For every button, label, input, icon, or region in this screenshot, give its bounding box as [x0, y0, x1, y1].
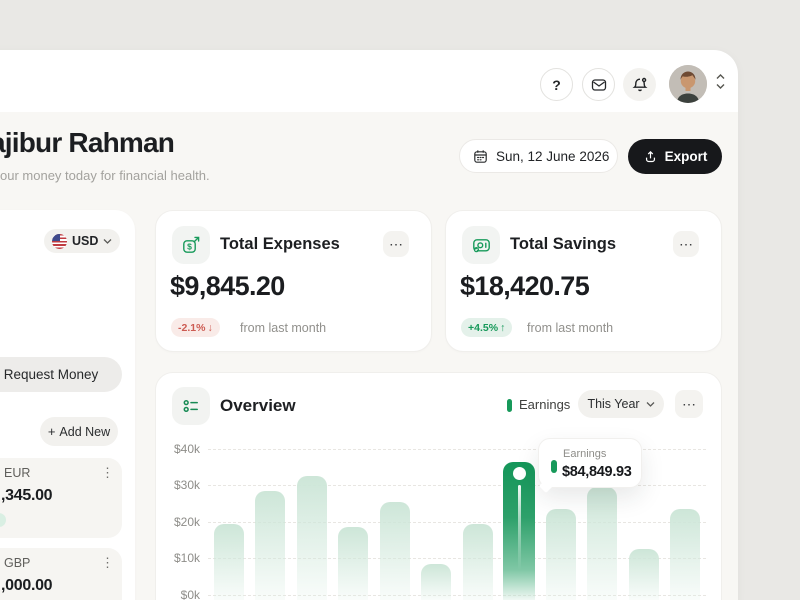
- change-value: -2.1%: [178, 321, 206, 334]
- y-axis-tick: $20k: [173, 515, 200, 529]
- date-label: Sun, 12 June 2026: [496, 148, 610, 164]
- gridline: [208, 449, 706, 450]
- y-axis-tick: $10k: [173, 551, 200, 565]
- question-circle-icon: ?: [552, 76, 561, 93]
- card-menu-button[interactable]: ⋯: [673, 231, 699, 257]
- arrow-up-icon: ↑: [500, 321, 506, 334]
- mail-icon: [591, 77, 607, 93]
- wallet-check-icon: [462, 226, 500, 264]
- currency-code: USD: [72, 234, 99, 248]
- chevron-down-icon: [716, 84, 725, 89]
- gridline: [208, 522, 706, 523]
- account-amount: ,345.00: [1, 487, 53, 504]
- calendar-icon: [473, 149, 488, 164]
- overview-menu-button[interactable]: ⋯: [675, 390, 703, 418]
- chart-bar[interactable]: [462, 523, 493, 600]
- export-arrow-icon: [643, 149, 658, 164]
- plus-icon: +: [47, 424, 56, 439]
- chevron-down-icon: [103, 239, 112, 244]
- mail-button[interactable]: [582, 68, 615, 101]
- account-card-eur[interactable]: [0, 458, 122, 538]
- notifications-button[interactable]: [623, 68, 656, 101]
- date-picker-button[interactable]: Sun, 12 June 2026: [459, 139, 618, 173]
- period-selector[interactable]: This Year: [578, 390, 664, 418]
- account-amount: ,000.00: [1, 577, 53, 594]
- chart-bar[interactable]: [421, 563, 452, 600]
- legend-color-bar: [507, 399, 512, 412]
- stat-amount: $9,845.20: [170, 271, 285, 301]
- change-value: +4.5%: [468, 321, 499, 334]
- profile-caret[interactable]: [716, 74, 725, 89]
- export-label: Export: [664, 149, 708, 164]
- stat-title: Total Savings: [510, 235, 617, 253]
- request-money-label: Request Money: [3, 367, 99, 382]
- account-menu-button[interactable]: ⋮: [101, 465, 114, 480]
- stat-note: from last month: [527, 321, 614, 335]
- period-label: This Year: [587, 397, 640, 411]
- change-badge: +4.5% ↑: [461, 318, 513, 337]
- svg-text:$: $: [187, 242, 192, 252]
- money-send-icon: $: [172, 226, 210, 264]
- export-button[interactable]: Export: [628, 139, 722, 174]
- account-card-gbp[interactable]: [0, 548, 122, 600]
- legend-label: Earnings: [519, 397, 571, 412]
- tooltip-label: Earnings: [563, 448, 607, 460]
- tooltip-value: $84,849.93: [562, 464, 632, 480]
- avatar[interactable]: [669, 65, 707, 103]
- bell-notification-icon: [631, 76, 649, 94]
- y-axis-tick: $40k: [173, 442, 200, 456]
- chart-bar[interactable]: [213, 523, 244, 600]
- card-menu-button[interactable]: ⋯: [383, 231, 409, 257]
- add-new-button[interactable]: + Add New: [40, 417, 118, 446]
- stat-title: Total Expenses: [220, 235, 340, 253]
- chevron-down-icon: [646, 402, 655, 407]
- chart-tooltip: Earnings $84,849.93: [538, 438, 642, 494]
- chart-bar[interactable]: [545, 509, 576, 600]
- chart-bar[interactable]: [255, 490, 286, 600]
- page-title: ajibur Rahman: [0, 127, 175, 158]
- account-change-badge: [0, 513, 6, 527]
- chart-bar-active[interactable]: [503, 461, 536, 600]
- chart-bar[interactable]: [338, 527, 369, 600]
- account-code: EUR: [4, 466, 31, 480]
- active-bar-stem: [518, 484, 521, 570]
- chart-bar[interactable]: [379, 501, 410, 600]
- account-menu-button[interactable]: ⋮: [101, 555, 114, 570]
- gridline: [208, 558, 706, 559]
- chart-bar[interactable]: [587, 487, 618, 600]
- page-subtitle: our money today for financial health.: [0, 168, 210, 183]
- arrow-down-icon: ↓: [207, 321, 213, 334]
- change-badge: -2.1% ↓: [171, 318, 220, 337]
- help-button[interactable]: ?: [540, 68, 573, 101]
- tooltip-legend-bar: [551, 460, 557, 473]
- avatar-photo: [669, 65, 707, 103]
- us-flag-icon: [52, 233, 67, 249]
- currency-selector[interactable]: USD: [44, 229, 121, 253]
- add-new-label: Add New: [59, 424, 111, 439]
- y-axis-tick: $30k: [173, 478, 200, 492]
- chart-bar[interactable]: [296, 476, 327, 600]
- chevron-up-icon: [716, 74, 725, 79]
- y-axis-tick: $0k: [180, 588, 200, 600]
- active-bar-marker: [512, 466, 526, 480]
- list-overview-icon: [172, 387, 210, 425]
- bar-chart-bars[interactable]: [208, 447, 706, 600]
- request-money-button[interactable]: Request Money: [0, 357, 122, 392]
- account-code: GBP: [4, 556, 31, 570]
- overview-title: Overview: [220, 396, 296, 415]
- gridline: [208, 595, 706, 596]
- stat-amount: $18,420.75: [460, 271, 590, 301]
- gridline: [208, 485, 706, 486]
- chart-bar[interactable]: [670, 509, 701, 600]
- stat-note: from last month: [240, 321, 327, 335]
- balance-sidebar-card: [0, 210, 135, 600]
- chart-bar[interactable]: [628, 549, 659, 600]
